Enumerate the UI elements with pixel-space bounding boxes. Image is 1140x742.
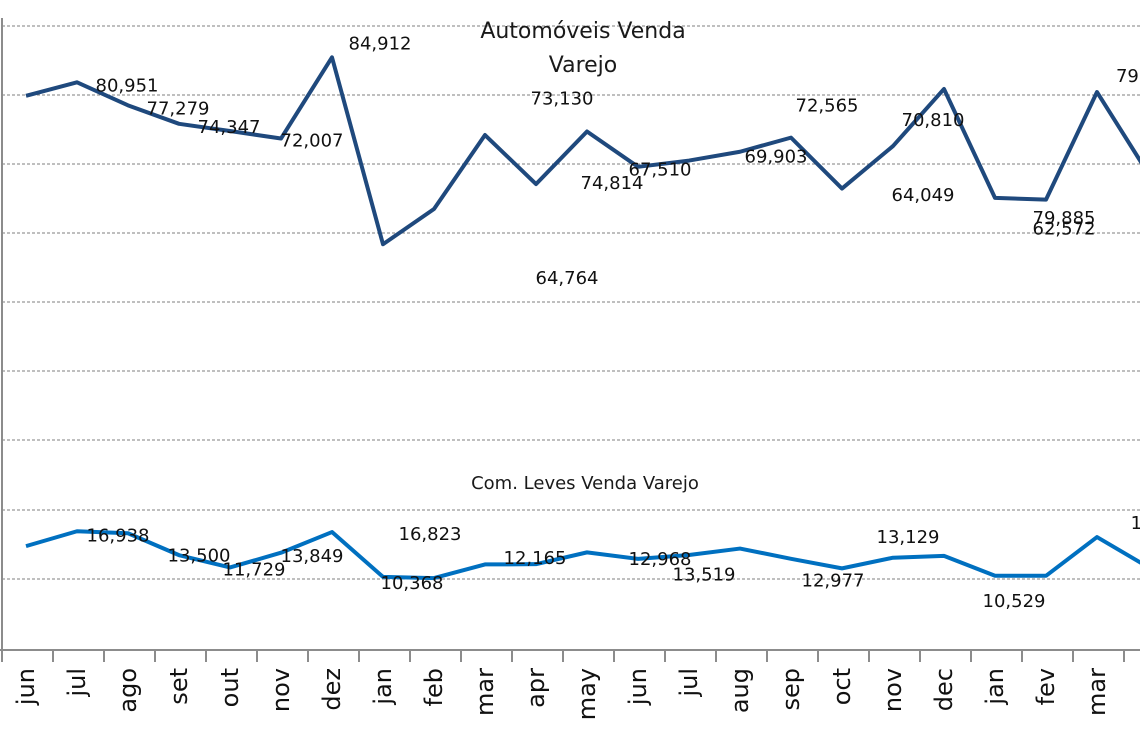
data-label: 80,951 (96, 75, 159, 96)
x-tick-label: feb (420, 668, 448, 706)
x-tick-label: jun (12, 668, 40, 706)
series-title-com-leves: Com. Leves Venda Varejo (471, 473, 699, 494)
x-tick-label: jan (981, 668, 1009, 706)
data-label: 72,007 (281, 131, 344, 152)
data-label: 70,810 (902, 110, 965, 131)
data-label: 13,849 (281, 546, 344, 567)
chart-title-line-1: Automóveis Venda (480, 19, 685, 44)
data-label: 77,279 (147, 98, 210, 119)
data-label: 74,814 (581, 173, 644, 194)
x-tick-label: jul (675, 668, 703, 698)
x-tick-label: mar (471, 668, 499, 716)
data-label: 72,565 (796, 96, 859, 117)
data-label: 13,519 (673, 565, 736, 586)
x-tick-label: may (573, 668, 601, 720)
series-automoveis-venda (25, 55, 1140, 247)
x-tick-label: jan (369, 668, 397, 706)
data-label: 84,912 (349, 33, 412, 54)
data-label: 16,938 (87, 525, 150, 546)
data-label: 64,049 (892, 185, 955, 206)
x-tick-label: mar (1083, 668, 1111, 716)
data-label: 67,510 (629, 160, 692, 181)
data-label: 74,347 (198, 117, 261, 138)
x-tick-label: nov (879, 668, 907, 712)
data-label: 16, (1131, 513, 1140, 534)
series-line (25, 55, 1140, 247)
data-label: 64,764 (536, 268, 599, 289)
data-label: 12,165 (504, 548, 567, 569)
data-label: 13,500 (168, 545, 231, 566)
x-tick-label: nov (267, 668, 295, 712)
x-tick-label: ago (114, 668, 142, 713)
x-tick-label: aug (726, 668, 754, 713)
x-axis-ticks (1, 650, 1125, 662)
data-label: 10,529 (983, 591, 1046, 612)
x-tick-label: fev (1032, 668, 1060, 705)
x-tick-label: sep (777, 668, 805, 711)
x-tick-label: jun (624, 668, 652, 706)
data-label: 62,572 (1033, 219, 1096, 240)
data-label: 12,977 (802, 570, 865, 591)
x-tick-label: out (216, 668, 244, 707)
x-tick-label: dez (318, 668, 346, 711)
data-label: 69,903 (745, 147, 808, 168)
x-tick-label: apr (522, 668, 550, 708)
data-label: 13,129 (877, 527, 940, 548)
data-label: 79,4 (1116, 66, 1140, 87)
chart-title-line-2: Varejo (549, 53, 618, 78)
series-com-leves-venda (25, 529, 1140, 581)
data-label: 12,968 (629, 549, 692, 570)
data-label: 73,130 (531, 88, 594, 109)
data-label: 79,885 (1033, 208, 1096, 229)
x-tick-label: dec (930, 668, 958, 711)
x-axis-labels: jun jul ago set out nov dez jan feb mar apr may jun j… (12, 668, 1111, 720)
data-label: 11,729 (223, 560, 286, 581)
x-tick-label: jul (63, 668, 91, 698)
x-tick-label: oct (828, 668, 856, 705)
data-label: 16,823 (399, 524, 462, 545)
data-label: 10,368 (381, 573, 444, 594)
x-tick-label: set (165, 668, 193, 705)
